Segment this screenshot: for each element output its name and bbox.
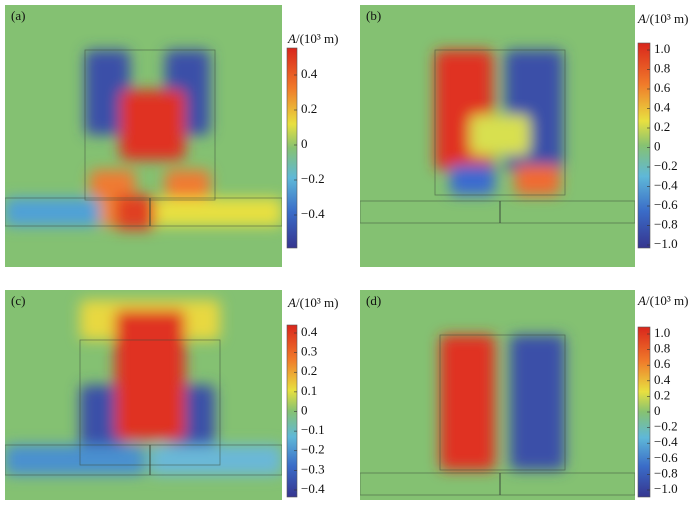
field-region xyxy=(450,165,495,195)
colorbar-tick-label: −0.3 xyxy=(301,461,325,476)
structure-outline xyxy=(434,49,566,196)
field-blur xyxy=(435,50,563,195)
colorbar-tick-label: −0.2 xyxy=(654,158,678,173)
unit-symbol: A xyxy=(287,295,296,310)
colorbar-tick-label: 1.0 xyxy=(654,325,670,340)
unit: /(10³ m) xyxy=(646,11,689,26)
colorbar-tick-label: −0.1 xyxy=(301,422,325,437)
panel: (c) A/(10³ m) 0.4 0.3 0.2 0.1 0 −0.1 −0.2 −0.3 −0.… xyxy=(5,290,338,500)
field-region xyxy=(165,170,210,198)
colorbar-tick-label: 0 xyxy=(301,136,308,151)
colorbar-tick-label: −0.4 xyxy=(301,206,325,221)
field-region xyxy=(5,445,145,475)
colorbar-tick-label: −1.0 xyxy=(654,236,678,251)
colorbar xyxy=(637,42,651,249)
colorbar-tick-label: −0.6 xyxy=(654,197,678,212)
field-region xyxy=(150,198,282,226)
field-region xyxy=(120,90,185,160)
unit-symbol: A xyxy=(637,11,646,26)
colorbar-tick-label: 0.6 xyxy=(654,80,671,95)
unit: /(10³ m) xyxy=(646,293,689,308)
colorbar-title: A/(10³ m) xyxy=(287,31,338,46)
colorbar-tick-label: 0.1 xyxy=(301,383,317,398)
colorbar-tick-label: 0.8 xyxy=(654,60,670,75)
colorbar-title: A/(10³ m) xyxy=(287,295,338,310)
colorbar-tick-label: −0.2 xyxy=(654,419,678,434)
unit-symbol: A xyxy=(287,31,296,46)
colorbar-title: A/(10³ m) xyxy=(637,11,688,26)
colorbar-tick-label: 0.2 xyxy=(654,387,670,402)
field-map xyxy=(5,5,282,267)
colorbar-tick-label: 0 xyxy=(654,403,661,418)
field-region xyxy=(90,170,135,198)
colorbar-tick-label: −0.4 xyxy=(654,434,678,449)
panel: (d) A/(10³ m) 1.00.80.60.40.20−0.2−0.4−0.6… xyxy=(360,290,688,500)
colorbar-tick-label: 0.3 xyxy=(301,344,317,359)
panel-label: (a) xyxy=(11,8,25,23)
field-region xyxy=(115,310,185,440)
colorbar-tick-label: 0.8 xyxy=(654,341,670,356)
field-region xyxy=(150,445,282,475)
field-region xyxy=(85,50,130,135)
waveguide-outline xyxy=(5,197,282,227)
colorbar-tick-label: 0.4 xyxy=(301,324,318,339)
field-region xyxy=(5,198,100,226)
colorbar-tick-label: 0 xyxy=(301,402,308,417)
colorbar-tick-label: 0.2 xyxy=(301,363,317,378)
panel: (a) A/(10³ m) 0.4 0.2 0 −0.2 −0.4 xyxy=(5,5,338,267)
colorbar-tick-label: 0.2 xyxy=(301,101,317,116)
field-region xyxy=(515,165,560,195)
colorbar-tick-label: −0.4 xyxy=(654,177,678,192)
unit-symbol: A xyxy=(637,293,646,308)
colorbar-tick-label: 1.0 xyxy=(654,41,670,56)
colorbar-tick-label: −0.8 xyxy=(654,216,678,231)
colorbar-tick-label: −0.6 xyxy=(654,450,678,465)
waveguide-outline xyxy=(360,200,635,224)
field-blur xyxy=(5,300,282,475)
colorbar-tick-label: −1.0 xyxy=(654,481,678,496)
field-map xyxy=(5,290,282,500)
structure-outline xyxy=(439,334,566,471)
colorbar-tick-label: −0.8 xyxy=(654,465,678,480)
colorbar-title: A/(10³ m) xyxy=(637,293,688,308)
colorbar-tick-label: 0.6 xyxy=(654,356,671,371)
colorbar-tick-label: −0.4 xyxy=(301,481,325,496)
field-blur xyxy=(440,335,565,470)
field-blur xyxy=(5,50,282,230)
colorbar-tick-label: 0.4 xyxy=(654,99,671,114)
colorbar-tick-label: 0 xyxy=(654,138,661,153)
colorbar-tick-label: 0.4 xyxy=(654,372,671,387)
panel-label: (c) xyxy=(11,293,25,308)
field-region xyxy=(115,195,155,230)
panel: (b) A/(10³ m) 1.0 0.8 0.6 0.4 0.2 0 −0.2 −0.4 −0.6… xyxy=(360,5,688,267)
field-map xyxy=(360,5,635,267)
colorbar-tick-label: −0.2 xyxy=(301,442,325,457)
colorbar xyxy=(286,324,298,498)
colorbar xyxy=(286,47,298,249)
panel-label: (b) xyxy=(366,8,381,23)
waveguide-outline xyxy=(360,472,635,496)
waveguide-outline xyxy=(5,444,282,476)
colorbar-tick-label: 0.2 xyxy=(654,119,670,134)
colorbar-tick-label: 0.4 xyxy=(301,66,318,81)
field-region xyxy=(440,335,495,470)
field-region xyxy=(510,335,565,470)
unit: /(10³ m) xyxy=(296,31,339,46)
field-region xyxy=(470,115,530,155)
field-map xyxy=(360,290,635,500)
unit: /(10³ m) xyxy=(296,295,339,310)
field-background xyxy=(360,290,635,500)
colorbar-tick-label: −0.2 xyxy=(301,171,325,186)
panel-label: (d) xyxy=(366,293,381,308)
